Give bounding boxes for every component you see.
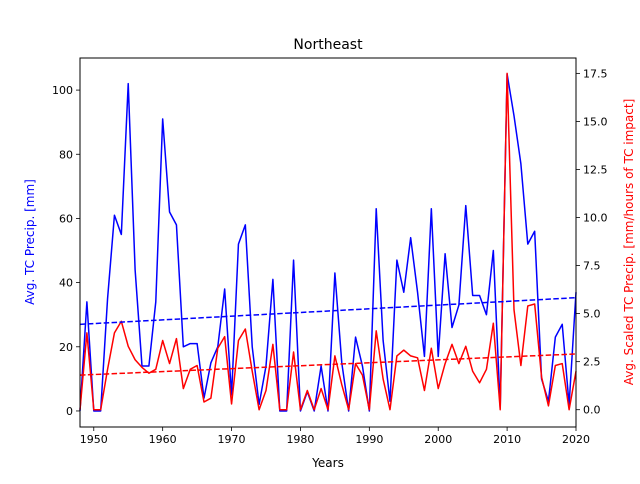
chart-title: Northeast [293, 37, 363, 53]
x-axis-label: Years [311, 456, 344, 470]
y-right-tick-label: 7.5 [583, 260, 601, 273]
x-tick-label: 1990 [355, 433, 383, 446]
series-line-left [79, 73, 577, 412]
y-left-tick-label: 100 [52, 84, 73, 97]
y-left-tick-label: 0 [66, 405, 73, 418]
x-tick-label: 1970 [218, 433, 246, 446]
x-tick-label: 1960 [149, 433, 177, 446]
x-tick-label: 1950 [80, 433, 108, 446]
y-left-tick-label: 60 [59, 212, 73, 225]
y-left-tick-label: 80 [59, 148, 73, 161]
trend-line-left [79, 296, 577, 326]
x-tick-label: 2020 [562, 433, 590, 446]
y-right-tick-label: 12.5 [583, 163, 608, 176]
x-tick-label: 1980 [286, 433, 314, 446]
y-right-tick-label: 2.5 [583, 356, 601, 369]
y-right-tick-label: 17.5 [583, 67, 608, 80]
y-axis-label-right: Avg. Scaled TC Precip. [mm/hours of TC i… [622, 99, 636, 385]
y-right-tick-label: 10.0 [583, 212, 608, 225]
y-right-tick-label: 5.0 [583, 308, 601, 321]
series-line-right [79, 72, 577, 411]
trend-line-right [79, 353, 577, 376]
y-right-tick-label: 15.0 [583, 115, 608, 128]
x-tick-label: 2010 [493, 433, 521, 446]
y-left-tick-label: 40 [59, 277, 73, 290]
x-tick-label: 2000 [424, 433, 452, 446]
y-axis-label-left: Avg. TC Precip. [mm] [23, 179, 37, 305]
y-left-tick-label: 20 [59, 341, 73, 354]
y-right-tick-label: 0.0 [583, 404, 601, 417]
plot-frame [79, 57, 577, 428]
plot-area: 1950 1960 1970 1980 1990 2000 2010 2020 0 20 40 60 8… [52, 57, 608, 446]
